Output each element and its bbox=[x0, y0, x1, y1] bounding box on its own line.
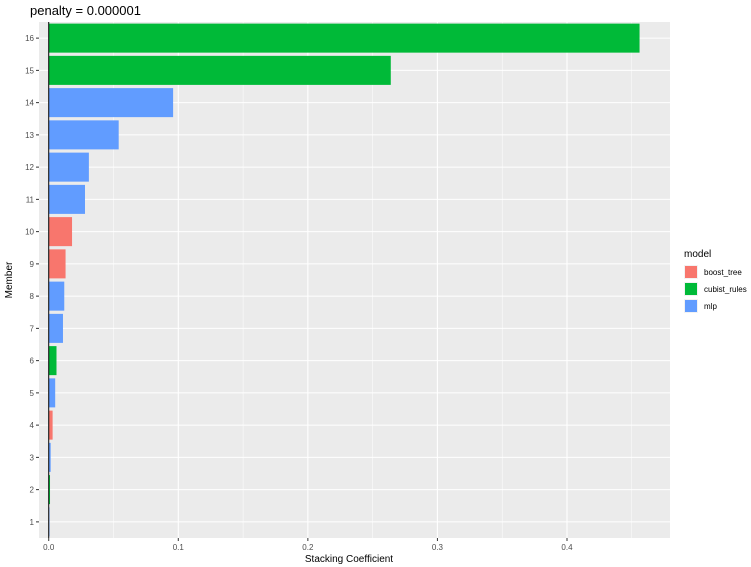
y-tick-label: 1 bbox=[30, 518, 35, 527]
y-tick-label: 4 bbox=[30, 421, 35, 430]
y-tick-label: 7 bbox=[30, 324, 35, 333]
bar-member-12 bbox=[48, 152, 89, 182]
x-tick-label: 0.4 bbox=[561, 543, 573, 552]
y-tick-label: 2 bbox=[30, 486, 35, 495]
x-tick-label: 0.0 bbox=[43, 543, 55, 552]
bar-member-9 bbox=[48, 249, 66, 279]
y-tick-label: 12 bbox=[25, 163, 34, 172]
x-axis-ticks: 0.0 0.1 0.2 0.3 0.4 bbox=[43, 538, 573, 552]
y-tick-label: 16 bbox=[25, 34, 34, 43]
bar-member-10 bbox=[48, 217, 73, 247]
bar-member-15 bbox=[48, 55, 391, 85]
x-tick-label: 0.3 bbox=[432, 543, 444, 552]
y-tick-label: 10 bbox=[25, 228, 34, 237]
x-axis-title: Stacking Coefficient bbox=[305, 554, 393, 565]
bar-member-2 bbox=[48, 475, 51, 505]
bar-member-13 bbox=[48, 120, 119, 150]
x-tick-label: 0.1 bbox=[173, 543, 185, 552]
bar-member-5 bbox=[48, 378, 56, 408]
bar-member-3 bbox=[48, 442, 51, 472]
y-tick-label: 14 bbox=[25, 99, 34, 108]
y-tick-label: 5 bbox=[30, 389, 35, 398]
y-tick-label: 3 bbox=[30, 453, 35, 462]
bars bbox=[48, 23, 640, 537]
legend-swatch-cubist_rules bbox=[685, 283, 697, 295]
chart-title: penalty = 0.000001 bbox=[30, 3, 141, 18]
legend-label-mlp: mlp bbox=[704, 302, 717, 311]
y-tick-label: 13 bbox=[25, 131, 34, 140]
bar-member-7 bbox=[48, 313, 63, 343]
bar-member-6 bbox=[48, 346, 57, 376]
y-tick-label: 11 bbox=[26, 195, 35, 204]
legend-swatch-boost_tree bbox=[685, 266, 697, 278]
bar-member-14 bbox=[48, 88, 174, 118]
bar-member-4 bbox=[48, 410, 53, 440]
bar-member-8 bbox=[48, 281, 65, 311]
y-axis-title: Member bbox=[4, 261, 15, 298]
legend-label-cubist_rules: cubist_rules bbox=[704, 285, 747, 294]
legend-swatch-mlp bbox=[685, 300, 697, 312]
x-tick-label: 0.2 bbox=[302, 543, 314, 552]
bar-member-11 bbox=[48, 184, 85, 214]
y-tick-label: 8 bbox=[30, 292, 35, 301]
y-tick-label: 15 bbox=[25, 66, 34, 75]
y-tick-label: 9 bbox=[30, 260, 35, 269]
legend-label-boost_tree: boost_tree bbox=[704, 268, 742, 277]
bar-member-16 bbox=[48, 23, 640, 53]
y-tick-label: 6 bbox=[30, 357, 35, 366]
legend-title: model bbox=[684, 249, 711, 260]
